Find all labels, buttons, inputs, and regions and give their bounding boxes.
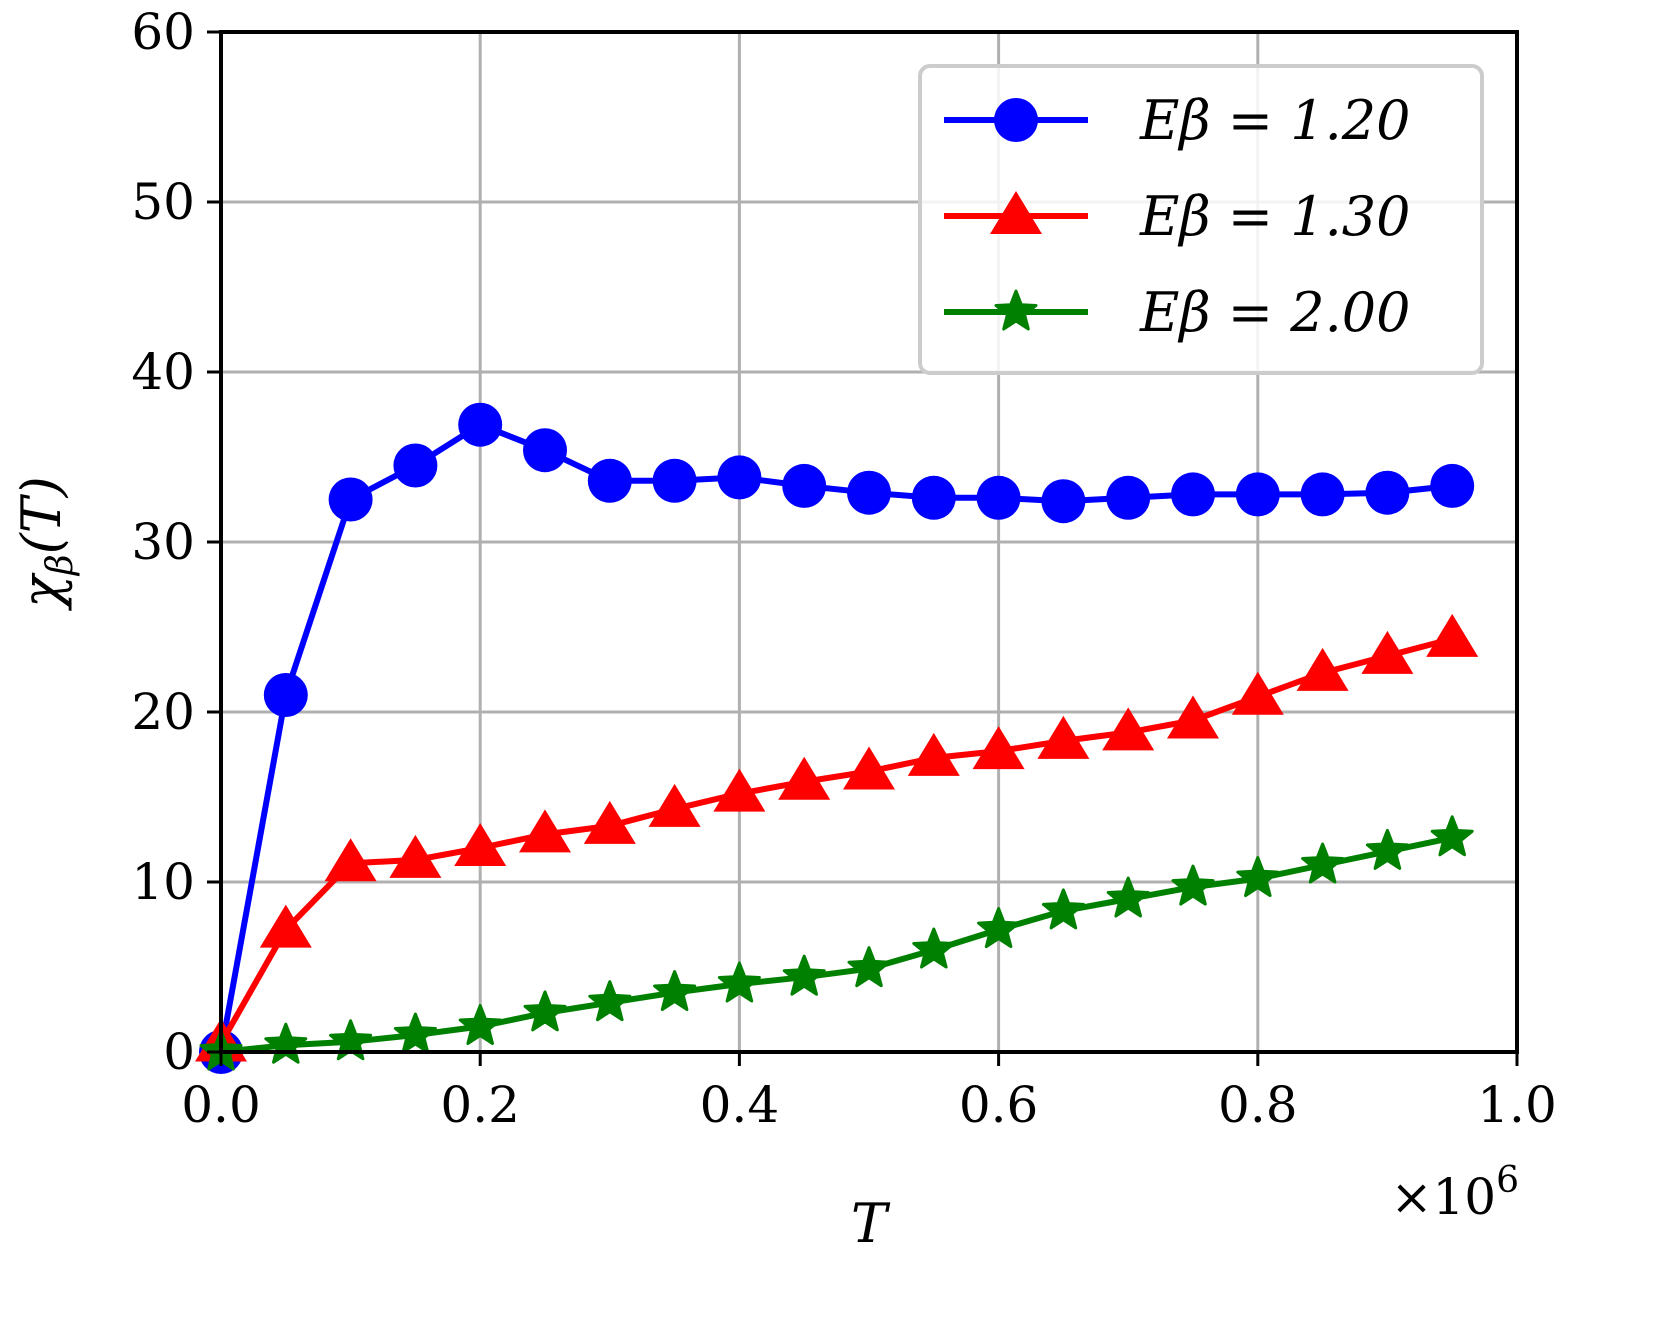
data-point-1-19 [1426,613,1479,657]
data-point-2-6 [588,980,632,1022]
legend-box [918,64,1484,375]
y-tick-label: 60 [131,3,195,61]
data-point-0-6 [587,458,632,503]
series-line-0 [218,421,1453,1053]
legend-label: Eβ = 1.30 [1139,185,1410,248]
x-tick-label: 0.6 [959,1076,1039,1134]
x-tick-label: 0.0 [181,1076,261,1134]
data-point-0-14 [1106,475,1151,520]
data-point-2-18 [1365,828,1409,870]
x-tick-label: 0.8 [1218,1076,1298,1134]
data-point-1-11 [907,732,960,776]
data-point-1-16 [1231,671,1284,715]
data-point-2-3 [393,1012,437,1054]
data-point-2-11 [912,927,956,969]
y-axis-title: χβ(T) [10,476,81,612]
data-point-0-17 [1300,472,1345,517]
data-point-0-16 [1235,472,1280,517]
data-point-2-4 [458,1004,502,1045]
data-point-0-10 [847,470,891,515]
data-point-0-11 [911,475,956,520]
y-tick-label: 20 [131,683,195,741]
data-point-0-7 [652,458,697,503]
data-point-0-8 [717,455,762,500]
series-layer [195,402,1479,1074]
data-point-0-13 [1041,479,1086,524]
data-point-1-17 [1296,647,1349,691]
data-point-0-12 [976,475,1021,520]
data-point-0-18 [1365,470,1410,515]
series-2 [199,815,1474,1071]
y-tick-label: 40 [131,343,195,401]
y-tick-label: 30 [131,513,195,571]
data-point-2-16 [1236,856,1280,898]
legend-marker-2 [994,289,1038,331]
data-point-2-5 [523,990,567,1032]
data-point-2-9 [782,954,826,996]
x-tick-label: 0.2 [440,1076,520,1134]
data-point-1-8 [713,768,766,812]
data-point-1-18 [1361,630,1414,674]
x-axis-title: T [851,1192,891,1255]
legend-marker-0 [994,98,1038,142]
series-1 [195,613,1479,1062]
data-point-1-12 [972,726,1025,770]
data-point-2-14 [1106,876,1150,918]
data-point-2-8 [717,961,761,1003]
data-point-2-1 [264,1022,308,1064]
data-point-0-4 [458,402,503,447]
data-point-0-5 [523,428,567,473]
data-point-1-15 [1167,695,1219,739]
legend-marker-1 [990,191,1042,234]
series-0 [199,402,1475,1074]
data-point-2-19 [1430,815,1474,857]
data-point-1-14 [1102,707,1155,751]
data-point-2-15 [1171,864,1215,906]
data-point-1-7 [648,783,701,827]
y-tick-label: 10 [131,853,195,911]
y-tick-label: 50 [131,173,195,231]
data-point-1-1 [259,904,312,948]
x-tick-label: 1.0 [1477,1076,1557,1134]
ticks: 0.0 0.2 0.4 0.6 0.8 1.0 0 10 20 30 40 50 60 [131,3,1556,1134]
data-point-1-10 [843,746,895,790]
y-tick-label: 0 [163,1023,195,1081]
data-point-1-5 [519,809,571,853]
data-point-0-2 [328,477,373,522]
data-point-2-12 [977,907,1021,949]
data-point-2-13 [1041,888,1085,930]
data-point-1-4 [454,823,507,866]
data-point-0-15 [1171,472,1215,517]
data-point-0-1 [263,673,308,717]
legend-label: Eβ = 1.20 [1139,89,1410,152]
data-point-1-3 [389,834,442,878]
data-point-0-19 [1430,463,1475,508]
data-point-2-7 [653,970,697,1011]
data-point-0-3 [393,443,438,488]
data-point-2-17 [1301,842,1345,884]
x-axis-multiplier: ×106 [1391,1160,1519,1226]
data-point-1-2 [324,838,377,882]
x-tick-label: 0.4 [700,1076,780,1134]
data-point-1-6 [583,800,636,844]
data-point-1-13 [1037,715,1090,759]
data-point-0-9 [782,463,827,508]
legend: Eβ = 1.20 Eβ = 1.30 Eβ = 2.00 [918,64,1484,375]
legend-label: Eβ = 2.00 [1139,281,1410,344]
data-point-1-9 [778,756,831,800]
data-point-2-10 [847,946,891,988]
